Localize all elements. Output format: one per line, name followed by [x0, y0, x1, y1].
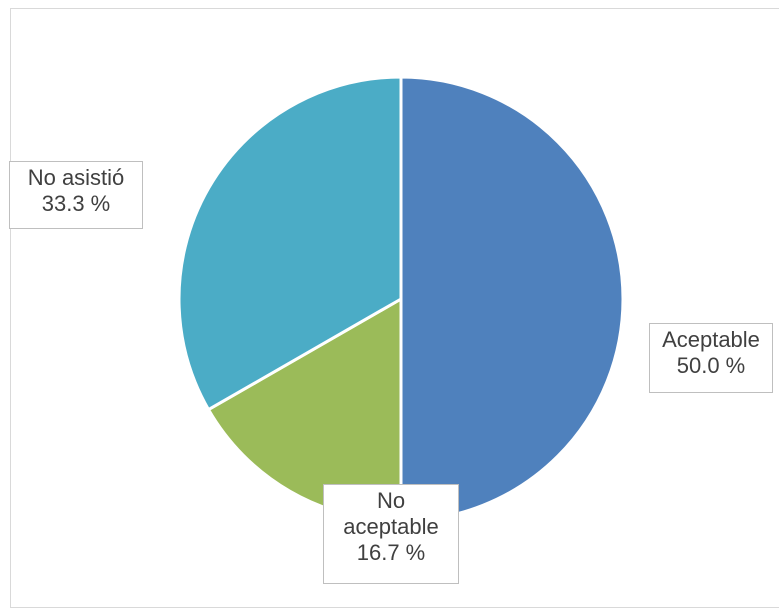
chart-area: Aceptable 50.0 % No aceptable 16.7 % No …: [9, 8, 779, 608]
data-label-no-aceptable: No aceptable 16.7 %: [323, 484, 459, 584]
data-label-no-aceptable-name-2: aceptable: [343, 514, 439, 539]
data-label-aceptable-name: Aceptable: [662, 327, 760, 352]
data-label-aceptable-value: 50.0 %: [676, 353, 746, 378]
pie-slice-no-asisti-: [177, 75, 403, 412]
data-label-no-asistio-name: No asistió: [27, 165, 125, 190]
data-label-aceptable: Aceptable 50.0 %: [649, 323, 773, 393]
data-label-no-asistio-value: 33.3 %: [41, 191, 111, 216]
data-label-no-aceptable-name: No: [376, 488, 406, 513]
pie-chart: [177, 75, 625, 523]
data-label-no-aceptable-value: 16.7 %: [356, 540, 426, 565]
pie-slice-aceptable: [399, 75, 625, 523]
data-label-no-asistio: No asistió 33.3 %: [9, 161, 143, 229]
